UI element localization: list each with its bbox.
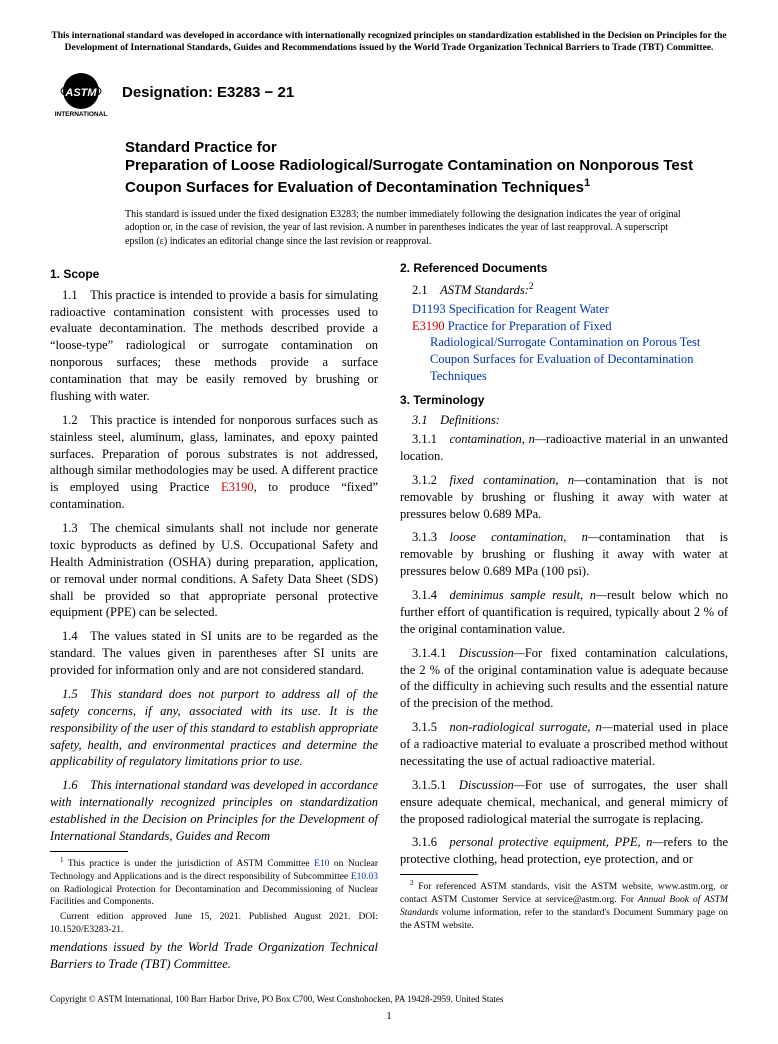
section-1-head: 1. Scope xyxy=(50,266,378,282)
para-1-4: 1.4 The values stated in SI units are to… xyxy=(50,628,378,679)
para-1-5: 1.5 This standard does not purport to ad… xyxy=(50,686,378,770)
footnote-1: 1 This practice is under the jurisdictio… xyxy=(50,856,378,909)
link-e10[interactable]: E10 xyxy=(314,859,329,869)
para-3-1-5-1: 3.1.5.1 Discussion—For use of surrogates… xyxy=(400,777,728,828)
para-1-6a: 1.6 This international standard was deve… xyxy=(50,777,378,845)
issue-note: This standard is issued under the fixed … xyxy=(125,208,698,249)
link-e10-03[interactable]: E10.03 xyxy=(351,872,378,882)
title-block: Standard Practice for Preparation of Loo… xyxy=(125,139,728,198)
para-3-1: 3.1 Definitions: xyxy=(400,412,728,429)
astm-logo: ASTM INTERNATIONAL xyxy=(50,69,112,117)
section-2-head: 2. Referenced Documents xyxy=(400,260,728,276)
designation: Designation: E3283 − 21 xyxy=(122,83,294,103)
footnote-1b: Current edition approved June 15, 2021. … xyxy=(50,911,378,937)
para-2-1: 2.1 ASTM Standards:2 xyxy=(400,281,728,299)
copyright: Copyright © ASTM International, 100 Barr… xyxy=(50,993,728,1005)
para-3-1-1: 3.1.1 contamination, n—radioactive mater… xyxy=(400,431,728,465)
footnote-rule xyxy=(50,851,128,852)
link-e3190[interactable]: E3190 xyxy=(221,480,254,494)
para-3-1-5: 3.1.5 non-radiological surrogate, n—mate… xyxy=(400,719,728,770)
para-1-1: 1.1 This practice is intended to provide… xyxy=(50,287,378,405)
para-3-1-4-1: 3.1.4.1 Discussion—For fixed contaminati… xyxy=(400,645,728,713)
para-1-6b: mendations issued by the World Trade Org… xyxy=(50,939,378,973)
header-row: ASTM INTERNATIONAL Designation: E3283 − … xyxy=(50,69,728,117)
link-e3190-ref[interactable]: E3190 xyxy=(412,319,445,333)
para-3-1-6: 3.1.6 personal protective equipment, PPE… xyxy=(400,834,728,868)
para-3-1-3: 3.1.3 loose contamination, n—contaminati… xyxy=(400,529,728,580)
section-3-head: 3. Terminology xyxy=(400,392,728,408)
top-disclaimer: This international standard was develope… xyxy=(50,30,728,55)
para-3-1-2: 3.1.2 fixed contamination, n—contaminati… xyxy=(400,472,728,523)
title-prefix: Standard Practice for xyxy=(125,139,728,158)
ref-d1193: D1193 Specification for Reagent Water xyxy=(400,301,728,318)
svg-text:INTERNATIONAL: INTERNATIONAL xyxy=(55,111,108,117)
link-d1193[interactable]: D1193 xyxy=(412,302,446,316)
para-3-1-4: 3.1.4 deminimus sample result, n—result … xyxy=(400,587,728,638)
page-number: 1 xyxy=(50,1009,728,1024)
title-main: Preparation of Loose Radiological/Surrog… xyxy=(125,157,728,198)
footnote-2: 2 For referenced ASTM standards, visit t… xyxy=(400,879,728,932)
footnote-block-right: 2 For referenced ASTM standards, visit t… xyxy=(400,874,728,932)
body-columns: 1. Scope 1.1 This practice is intended t… xyxy=(50,260,728,972)
footnote-rule-2 xyxy=(400,874,478,875)
footnote-block-left: 1 This practice is under the jurisdictio… xyxy=(50,851,378,937)
para-1-2: 1.2 This practice is intended for nonpor… xyxy=(50,412,378,513)
svg-text:ASTM: ASTM xyxy=(64,87,97,99)
ref-e3190: E3190 Practice for Preparation of Fixed … xyxy=(400,318,728,386)
para-1-3: 1.3 The chemical simulants shall not inc… xyxy=(50,520,378,621)
